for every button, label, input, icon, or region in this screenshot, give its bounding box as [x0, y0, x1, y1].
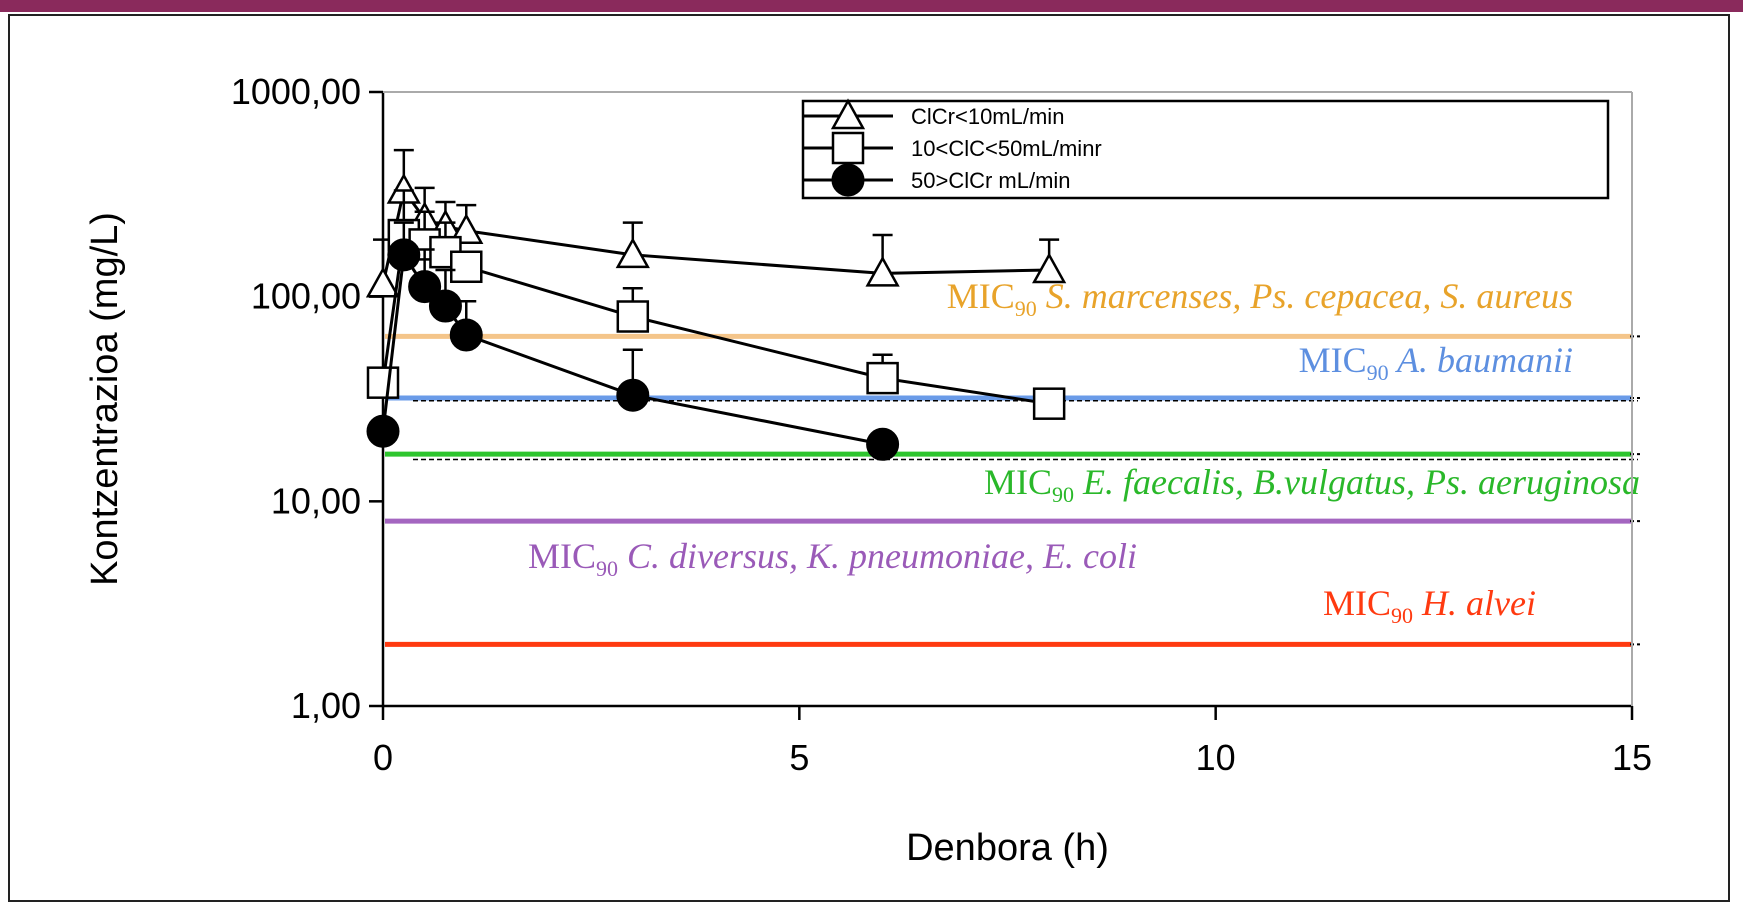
x-tick-label-2: 10 — [1196, 737, 1236, 778]
mic-threshold-lines: MIC90 S. marcenses, Ps. cepacea, S. aure… — [385, 276, 1640, 647]
top-accent-bar — [0, 0, 1743, 12]
y-tick-label-1: 10,00 — [271, 480, 361, 521]
chart-axes: 1,00 10,00 100,00 1000,00 0 5 10 15 — [231, 71, 1652, 778]
mic-label-2: MIC90 E. faecalis, B.vulgatus, Ps. aerug… — [984, 462, 1640, 507]
series-2-point-6 — [866, 427, 900, 461]
legend-marker-2 — [831, 163, 865, 197]
data-series — [365, 148, 1067, 461]
legend-label-0: ClCr<10mL/min — [911, 104, 1064, 129]
series-1-point-7 — [1032, 387, 1066, 420]
series-0-point-0 — [365, 266, 401, 298]
axis-titles: Denbora (h) Kontzentrazioa (mg/L) — [84, 212, 1109, 869]
x-axis-title: Denbora (h) — [906, 827, 1109, 869]
series-1-point-6 — [866, 361, 899, 395]
x-tick-label-3: 15 — [1612, 737, 1652, 778]
mic-label-3: MIC90 C. diversus, K. pneumoniae, E. col… — [528, 536, 1137, 581]
mic-label-4: MIC90 H. alvei — [1323, 583, 1536, 628]
legend-box — [801, 99, 1610, 200]
series-2-point-5 — [616, 378, 650, 412]
series-2 — [366, 221, 900, 461]
series-2-point-3 — [428, 289, 462, 323]
series-2-point-2 — [408, 270, 442, 304]
y-tick-label-3: 1000,00 — [231, 71, 361, 112]
series-0-point-5 — [615, 237, 650, 269]
x-tick-label-1: 5 — [789, 737, 809, 778]
series-1-point-0 — [366, 366, 400, 399]
legend-label-1: 10<ClC<50mL/minr — [911, 136, 1102, 161]
y-tick-label-0: 1,00 — [291, 685, 361, 726]
legend-label-2: 50>ClCr mL/min — [911, 168, 1071, 193]
series-2-point-1 — [387, 238, 421, 272]
y-axis-title: Kontzentrazioa (mg/L) — [84, 212, 126, 586]
series-1-point-4 — [450, 250, 483, 284]
series-1 — [366, 189, 1066, 420]
series-0-point-7 — [1032, 252, 1067, 284]
x-tick-label-0: 0 — [373, 737, 393, 778]
mic-label-1: MIC90 A. baumanii — [1299, 340, 1573, 385]
mic-label-0: MIC90 S. marcenses, Ps. cepacea, S. aure… — [947, 276, 1573, 321]
series-2-point-4 — [449, 318, 483, 352]
legend-marker-0 — [830, 98, 866, 130]
series-0-point-6 — [865, 255, 900, 287]
series-1-point-5 — [616, 300, 650, 333]
legend: ClCr<10mL/min 10<ClC<50mL/minr 50>ClCr mL/… — [801, 98, 1610, 200]
y-tick-label-2: 100,00 — [251, 276, 361, 317]
series-2-point-0 — [366, 414, 400, 448]
legend-marker-1 — [831, 131, 865, 165]
